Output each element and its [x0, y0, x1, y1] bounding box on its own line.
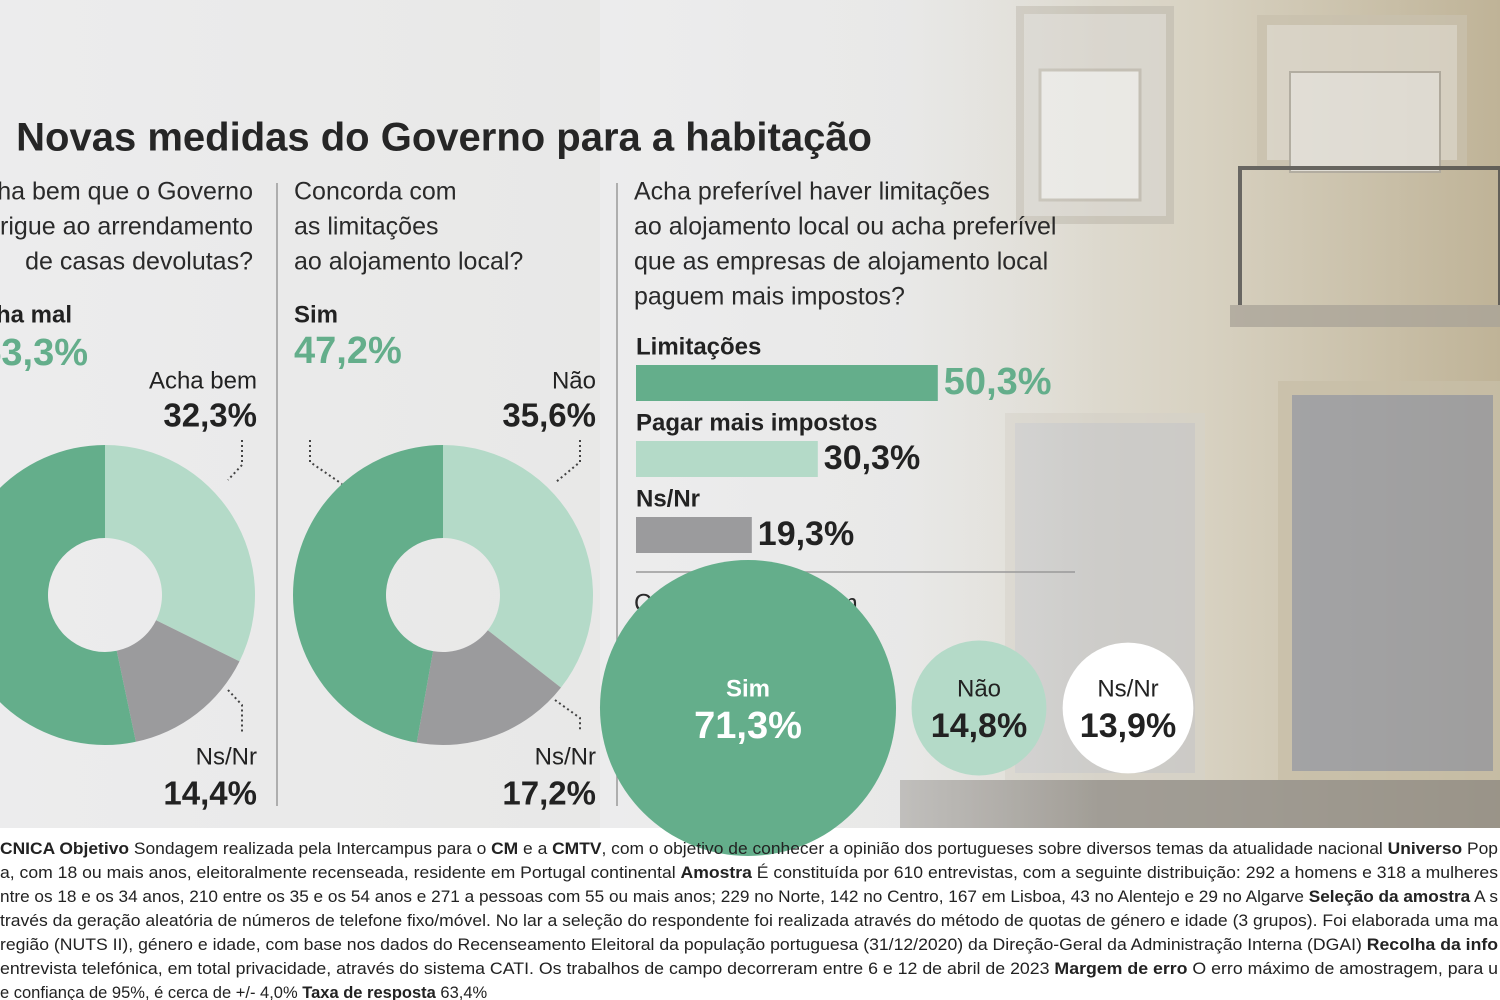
value-label: 30,3% — [824, 439, 920, 477]
footnote-line: a, com 18 ou mais anos, eleitoralmente r… — [0, 863, 1498, 882]
segment-label: Não — [552, 367, 596, 394]
value-label: 47,2% — [294, 330, 402, 372]
bar — [636, 365, 938, 401]
footnote-text: região (NUTS II), género e idade, com ba… — [0, 936, 1367, 954]
footnote-text: 63,4% — [436, 984, 488, 1000]
question: que as empresas de alojamento local — [634, 248, 1048, 276]
question: ao alojamento local? — [294, 248, 523, 276]
footnote-text: A s — [1470, 888, 1498, 906]
segment-label: Acha bem — [149, 367, 257, 394]
footnote-text: e a — [518, 840, 552, 858]
footnote-text: Pop — [1462, 840, 1498, 858]
footnote-text: través da geração aleatória de números d… — [0, 912, 1499, 930]
footnote-text: Seleção da amostra — [1309, 888, 1471, 906]
footnote-text: Universo — [1388, 840, 1463, 858]
building-photo — [900, 6, 1500, 828]
footnote-text: a, com 18 ou mais anos, eleitoralmente r… — [0, 864, 681, 882]
question: Acha preferível haver limitações — [634, 178, 990, 206]
bubble — [911, 640, 1047, 776]
page-title: Novas medidas do Governo para a habitaçã… — [16, 116, 872, 160]
footnote-text: Recolha da info — [1367, 936, 1498, 954]
donut-segment — [105, 445, 256, 662]
segment-label: Acha mal — [0, 301, 72, 328]
footnote-text: CM — [491, 840, 518, 858]
question: Concorda com — [294, 178, 457, 206]
question: de casas devolutas? — [25, 248, 253, 276]
segment-label: Ns/Nr — [535, 743, 596, 770]
value-label: 71,3% — [694, 705, 802, 747]
footnote-text: , com o objetivo de conhecer a opinião d… — [601, 840, 1387, 858]
bar — [636, 441, 818, 477]
bar-label: Ns/Nr — [636, 485, 700, 512]
footnote-line: entrevista telefónica, em total privacid… — [0, 960, 1498, 978]
footnote-text: É constituída por 610 entrevistas, com a… — [752, 863, 1498, 882]
question: obrigue ao arrendamento — [0, 213, 253, 241]
donut-segment — [0, 445, 136, 745]
footnote-background — [0, 828, 1500, 1000]
bubble-label: Não — [957, 675, 1001, 702]
footnote-line: ntre os 18 e os 34 anos, 210 entre os 35… — [0, 888, 1498, 906]
bubble-label: Ns/Nr — [1097, 675, 1158, 702]
segment-label: Ns/Nr — [196, 743, 257, 770]
footnote-line: e confiança de 95%, é cerca de +/- 4,0% … — [0, 984, 488, 1000]
donut-segment — [443, 445, 593, 688]
question: as limitações — [294, 213, 439, 241]
question: paguem mais impostos? — [634, 283, 905, 311]
question: ao alojamento local ou acha preferível — [634, 213, 1057, 241]
footnote-line: região (NUTS II), género e idade, com ba… — [0, 936, 1498, 954]
donut-segment — [293, 445, 443, 743]
footnote-text: e confiança de 95%, é cerca de +/- 4,0% — [0, 984, 302, 1000]
footnote-text: entrevista telefónica, em total privacid… — [0, 960, 1054, 978]
footnote-text: CNICA Objetivo — [0, 840, 129, 858]
bubble — [1062, 642, 1194, 774]
footnote-text: Sondagem realizada pela Intercampus para… — [129, 840, 491, 858]
segment-label: Sim — [294, 301, 338, 328]
footnote-text: ntre os 18 e os 34 anos, 210 entre os 35… — [0, 888, 1309, 906]
value-label: 14,4% — [163, 775, 257, 812]
footnote-text: CMTV — [552, 840, 601, 858]
bar-label: Pagar mais impostos — [636, 409, 877, 436]
value-label: 13,9% — [1080, 707, 1176, 745]
footnote-text: Margem de erro — [1054, 960, 1187, 978]
value-label: 19,3% — [758, 515, 854, 553]
value-label: 50,3% — [944, 361, 1052, 403]
footnote-text: O erro máximo de amostragem, para u — [1188, 960, 1498, 978]
footnote-text: Amostra — [681, 864, 753, 882]
bubble-label: Sim — [726, 675, 770, 702]
footnote-line: CNICA Objetivo Sondagem realizada pela I… — [0, 840, 1498, 858]
bar — [636, 517, 752, 553]
bubble — [599, 559, 897, 857]
leader-lines — [227, 440, 581, 732]
footnote-line: través da geração aleatória de números d… — [0, 912, 1499, 930]
question: Acha bem que o Governo — [0, 178, 253, 206]
value-label: 14,8% — [931, 707, 1027, 745]
donut-segment — [416, 630, 561, 745]
bar-label: Limitações — [636, 333, 761, 360]
footnote-text: Taxa de resposta — [302, 984, 436, 1000]
value-label: 35,6% — [502, 397, 596, 434]
value-label: 32,3% — [163, 397, 257, 434]
value-label: 53,3% — [0, 332, 88, 374]
value-label: 17,2% — [502, 775, 596, 812]
donut-segment — [116, 620, 240, 742]
